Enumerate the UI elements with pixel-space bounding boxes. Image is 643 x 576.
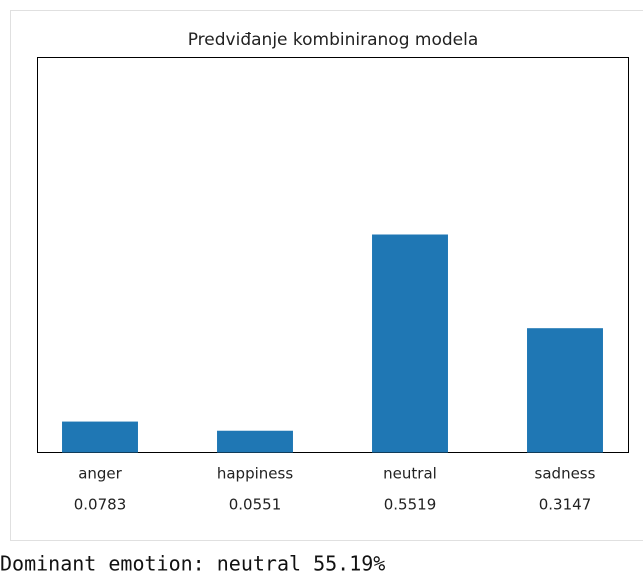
x-tick-label: sadness — [535, 465, 596, 483]
value-label: 0.3147 — [539, 496, 592, 514]
bar — [527, 328, 603, 453]
value-label: 0.5519 — [384, 496, 437, 514]
bar — [217, 430, 293, 453]
value-label: 0.0551 — [229, 496, 282, 514]
bar — [372, 234, 448, 453]
output-frame — [10, 10, 643, 541]
x-tick-label: happiness — [217, 465, 293, 483]
value-label: 0.0783 — [74, 496, 127, 514]
x-tick-label: anger — [78, 465, 122, 483]
bar — [62, 421, 138, 453]
axes-frame — [37, 57, 629, 453]
output-text: Dominant emotion: neutral 55.19% — [0, 552, 385, 576]
chart-title: Predviđanje kombiniranog modela — [188, 30, 479, 50]
x-tick-label: neutral — [383, 465, 437, 483]
